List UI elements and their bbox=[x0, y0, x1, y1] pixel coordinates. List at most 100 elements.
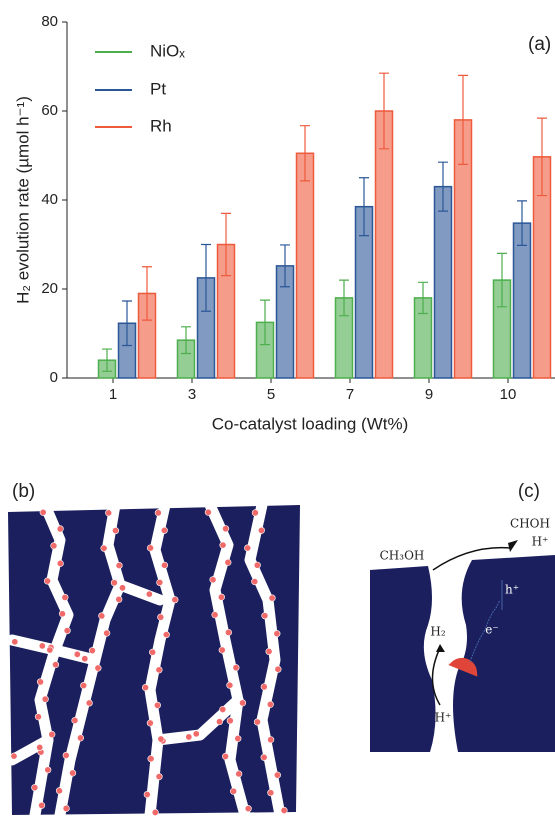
y-axis-label: H₂ evolution rate (µmol h⁻¹) bbox=[13, 96, 32, 304]
bar bbox=[374, 110, 394, 379]
particle bbox=[235, 770, 243, 778]
error-bar bbox=[379, 72, 389, 150]
particle bbox=[36, 743, 44, 751]
panel-label: (a) bbox=[528, 34, 551, 55]
electron-path bbox=[469, 599, 501, 663]
particle bbox=[48, 730, 56, 738]
particle bbox=[151, 808, 159, 816]
x-tick-label: 1 bbox=[109, 386, 117, 403]
particle bbox=[162, 631, 170, 639]
particle bbox=[260, 753, 268, 761]
species-label: CHOH bbox=[510, 517, 550, 531]
species-label: CH₃OH bbox=[380, 549, 425, 563]
x-tick-label: 9 bbox=[425, 386, 433, 403]
particle bbox=[63, 627, 71, 635]
error-bar bbox=[221, 212, 231, 277]
particle bbox=[50, 542, 58, 550]
particle bbox=[234, 735, 242, 743]
particle bbox=[41, 695, 49, 703]
x-tick-label: 5 bbox=[267, 386, 275, 403]
particle bbox=[230, 787, 238, 795]
particle bbox=[222, 525, 230, 533]
particle bbox=[171, 596, 179, 604]
particle bbox=[94, 664, 102, 672]
error-bar bbox=[339, 279, 349, 317]
particle bbox=[257, 526, 265, 534]
particle bbox=[69, 769, 77, 777]
error-bar bbox=[181, 326, 191, 355]
particle bbox=[146, 719, 154, 727]
error-bar bbox=[359, 177, 369, 237]
particle bbox=[85, 699, 93, 707]
particle bbox=[98, 612, 106, 620]
particle bbox=[38, 642, 46, 650]
particle bbox=[80, 682, 88, 690]
species-label: e⁻ bbox=[485, 623, 498, 637]
wall-left bbox=[370, 566, 436, 752]
porous-diagram bbox=[6, 499, 300, 819]
particle bbox=[261, 612, 269, 620]
particle bbox=[146, 544, 154, 552]
x-tick-label: 10 bbox=[500, 386, 517, 403]
error-bar bbox=[300, 125, 310, 182]
particle bbox=[215, 718, 223, 726]
particle bbox=[251, 578, 259, 586]
particle bbox=[11, 638, 19, 646]
error-bar bbox=[497, 252, 507, 308]
particle bbox=[232, 664, 240, 672]
particle bbox=[154, 509, 162, 517]
particle bbox=[239, 699, 247, 707]
error-bar bbox=[280, 244, 290, 288]
y-tick-label: 80 bbox=[41, 13, 58, 30]
particle bbox=[267, 789, 275, 797]
particle bbox=[219, 705, 227, 713]
particle bbox=[39, 508, 47, 516]
particle bbox=[224, 628, 232, 636]
particle bbox=[10, 752, 18, 760]
particle bbox=[155, 666, 163, 674]
y-tick-label: 40 bbox=[41, 191, 58, 208]
error-bar bbox=[537, 117, 547, 197]
particle bbox=[153, 701, 161, 709]
error-bar bbox=[102, 348, 112, 372]
arrow bbox=[432, 546, 511, 571]
arrow-head bbox=[436, 644, 445, 652]
particle bbox=[62, 751, 70, 759]
particle bbox=[253, 561, 261, 569]
species-label: h⁺ bbox=[505, 583, 519, 597]
catalyst-particles bbox=[10, 508, 288, 816]
particle bbox=[56, 525, 64, 533]
x-axis-label: Co-catalyst loading (Wt%) bbox=[212, 414, 409, 433]
particle bbox=[77, 734, 85, 742]
x-tick-label: 3 bbox=[188, 386, 196, 403]
particle bbox=[185, 733, 193, 741]
particle bbox=[273, 630, 281, 638]
particle bbox=[226, 717, 234, 725]
particle bbox=[115, 561, 123, 569]
particle bbox=[192, 730, 200, 738]
particle bbox=[211, 611, 219, 619]
particle bbox=[161, 561, 169, 569]
particle bbox=[253, 718, 261, 726]
particle bbox=[156, 578, 164, 586]
error-bar bbox=[122, 300, 132, 347]
particle bbox=[219, 541, 227, 549]
species-label: H⁺ bbox=[435, 711, 452, 725]
bar bbox=[295, 152, 315, 379]
particle bbox=[56, 559, 64, 567]
x-tick-label: 7 bbox=[346, 386, 354, 403]
particle bbox=[110, 579, 118, 587]
bar bbox=[433, 185, 453, 379]
bar bbox=[512, 222, 532, 379]
particle bbox=[217, 593, 225, 601]
particle bbox=[266, 700, 274, 708]
particle bbox=[141, 684, 149, 692]
particle bbox=[61, 593, 69, 601]
particle bbox=[147, 755, 155, 763]
pore-diagram: CH₃OH CHOH H⁺ h⁺ e⁻ H₂ H⁺ bbox=[370, 517, 555, 752]
particle bbox=[62, 804, 70, 812]
particle bbox=[274, 665, 282, 673]
arrow-head bbox=[508, 540, 518, 552]
particle bbox=[46, 646, 54, 654]
